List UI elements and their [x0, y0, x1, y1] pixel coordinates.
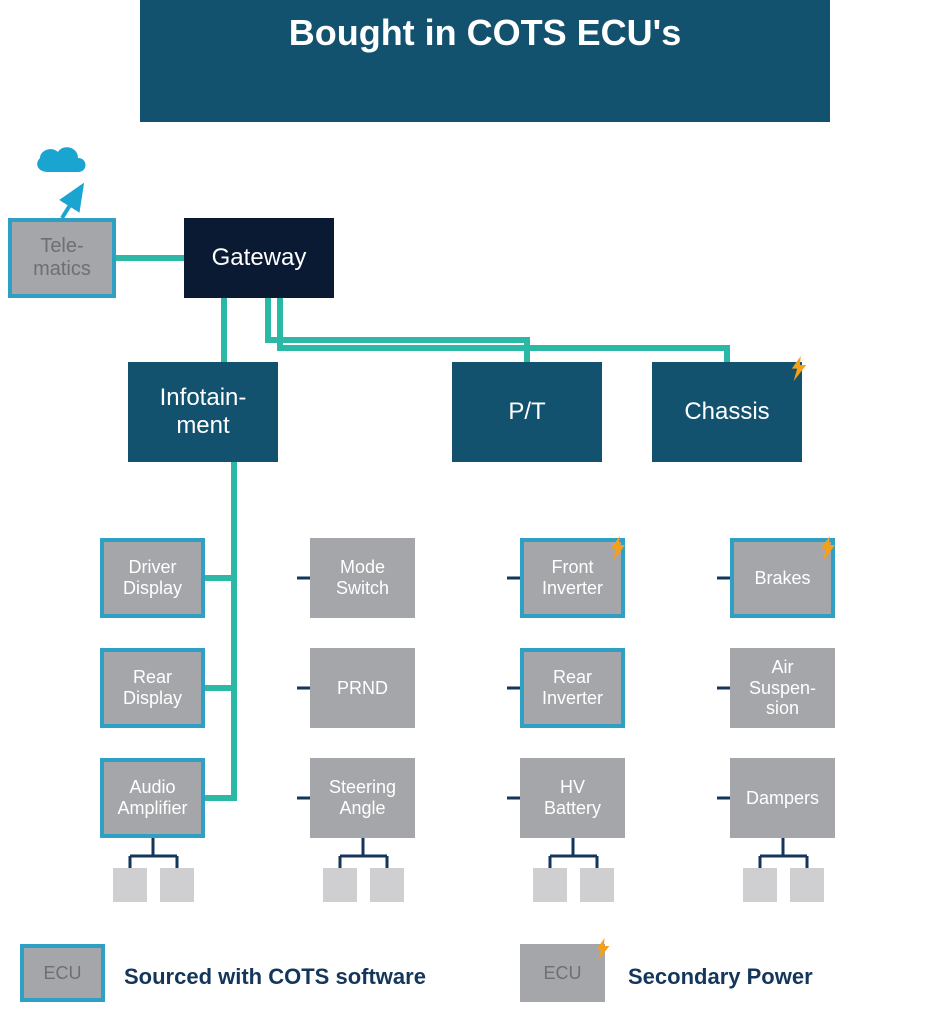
node-label: HV Battery: [544, 777, 601, 818]
node-brakes: Brakes: [730, 538, 835, 618]
node-dampers: Dampers: [730, 758, 835, 838]
fanout-box: [160, 868, 194, 902]
node-label: Chassis: [684, 398, 769, 426]
node-audio_amp: Audio Amplifier: [100, 758, 205, 838]
node-steering: Steering Angle: [310, 758, 415, 838]
node-label: Tele- matics: [33, 235, 91, 281]
node-label: Gateway: [212, 244, 307, 272]
node-infotainment: Infotain- ment: [128, 362, 278, 462]
node-label: Driver Display: [123, 557, 182, 598]
legend-box-cots: ECU: [20, 944, 105, 1002]
legend-box-power: ECU: [520, 944, 605, 1002]
node-prnd: PRND: [310, 648, 415, 728]
fanout-box: [323, 868, 357, 902]
node-label: Air Suspen- sion: [749, 657, 816, 719]
node-label: Brakes: [754, 568, 810, 589]
legend-box-label: ECU: [43, 963, 81, 984]
title-text: Bought in COTS ECU's: [289, 12, 682, 54]
node-rear_display: Rear Display: [100, 648, 205, 728]
node-mode_switch: Mode Switch: [310, 538, 415, 618]
node-hv_batt: HV Battery: [520, 758, 625, 838]
node-rear_inv: Rear Inverter: [520, 648, 625, 728]
legend-box-label: ECU: [543, 963, 581, 984]
node-label: PRND: [337, 678, 388, 699]
title-banner: Bought in COTS ECU's: [140, 0, 830, 122]
node-label: Mode Switch: [336, 557, 389, 598]
node-label: Steering Angle: [329, 777, 396, 818]
fanout-box: [370, 868, 404, 902]
node-telematics: Tele- matics: [8, 218, 116, 298]
node-label: P/T: [508, 398, 545, 426]
fanout-box: [533, 868, 567, 902]
node-pt: P/T: [452, 362, 602, 462]
fanout-box: [580, 868, 614, 902]
node-driver_display: Driver Display: [100, 538, 205, 618]
node-label: Infotain- ment: [160, 384, 247, 439]
cloud-icon: [30, 140, 90, 185]
fanout-box: [790, 868, 824, 902]
legend-text-power: Secondary Power: [628, 964, 813, 990]
fanout-box: [743, 868, 777, 902]
node-label: Front Inverter: [542, 557, 603, 598]
node-chassis: Chassis: [652, 362, 802, 462]
node-air_susp: Air Suspen- sion: [730, 648, 835, 728]
node-label: Rear Inverter: [542, 667, 603, 708]
node-gateway: Gateway: [184, 218, 334, 298]
legend-text-cots: Sourced with COTS software: [124, 964, 426, 990]
node-front_inv: Front Inverter: [520, 538, 625, 618]
node-label: Dampers: [746, 788, 819, 809]
fanout-box: [113, 868, 147, 902]
node-label: Audio Amplifier: [117, 777, 187, 818]
node-label: Rear Display: [123, 667, 182, 708]
